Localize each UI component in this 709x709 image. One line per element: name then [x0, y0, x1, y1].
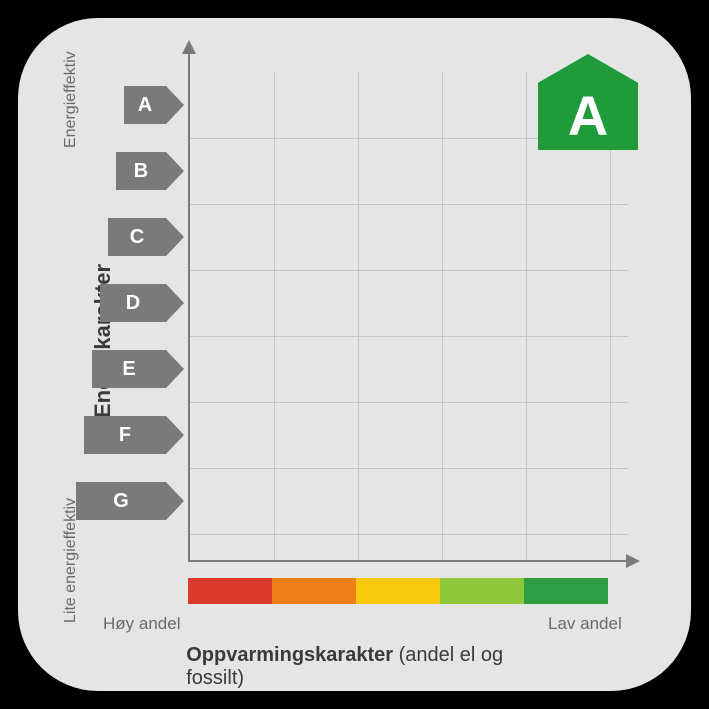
y-tag-d: D — [100, 284, 166, 322]
y-tag-f: F — [84, 416, 166, 454]
color-segment — [440, 578, 524, 604]
gridline-horizontal — [190, 204, 628, 205]
color-segment — [356, 578, 440, 604]
gridline-horizontal — [190, 402, 628, 403]
y-tag-g: G — [76, 482, 166, 520]
gridline-horizontal — [190, 468, 628, 469]
energy-rating-card: Energikarakter Energieffektiv Lite energ… — [18, 18, 691, 691]
gridline-horizontal — [190, 534, 628, 535]
gridline-vertical — [274, 72, 275, 560]
gridline-vertical — [526, 72, 527, 560]
rating-badge: A — [538, 54, 638, 150]
gridline-vertical — [358, 72, 359, 560]
color-scale-bar — [188, 578, 608, 604]
color-segment — [524, 578, 608, 604]
gridline-vertical — [442, 72, 443, 560]
gridline-horizontal — [190, 336, 628, 337]
y-axis-top-label: Energieffektiv — [62, 51, 80, 148]
y-tag-c: C — [108, 218, 166, 256]
x-axis-left-label: Høy andel — [103, 614, 180, 634]
gridline-horizontal — [190, 270, 628, 271]
color-segment — [188, 578, 272, 604]
x-axis-right-label: Lav andel — [548, 614, 622, 634]
y-tag-a: A — [124, 86, 166, 124]
color-segment — [272, 578, 356, 604]
y-tag-b: B — [116, 152, 166, 190]
y-tag-e: E — [92, 350, 166, 388]
badge-letter: A — [568, 84, 608, 147]
house-icon: A — [538, 54, 638, 150]
x-axis-title-bold: Oppvarmingskarakter — [186, 644, 393, 666]
x-axis-title: Oppvarmingskarakter (andel el og fossilt… — [186, 644, 523, 690]
